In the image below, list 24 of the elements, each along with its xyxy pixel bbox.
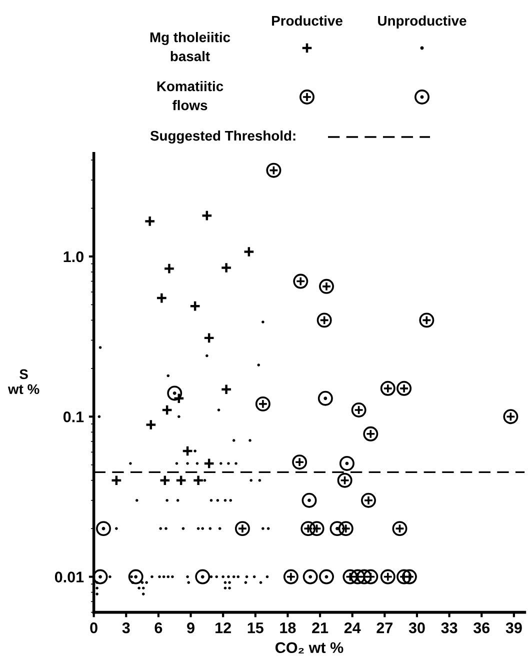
- text: Productive: [272, 16, 342, 26]
- text: Unproductive: [378, 16, 466, 28]
- x-tick-label: 3: [122, 622, 130, 634]
- x-tick-label: 12: [216, 622, 231, 634]
- x-axis-title: CO₂ wt %: [276, 642, 344, 654]
- y-tick-label: 1.0: [64, 251, 84, 262]
- text: Komatiitic flows: [157, 81, 224, 110]
- y-tick-label: 0.01: [54, 572, 84, 582]
- ref-line-label: Suggested Threshold:: [150, 130, 296, 144]
- x-tick-label: 30: [408, 622, 425, 634]
- x-tick-label: 21: [312, 622, 328, 634]
- x-tick-label: 6: [154, 622, 162, 634]
- x-tick-label: 27: [376, 622, 392, 634]
- x-tick-label: 15: [248, 622, 264, 634]
- text: Mg tholeiitic basalt: [150, 32, 230, 62]
- x-tick-label: 0: [90, 622, 98, 634]
- x-tick-label: 18: [280, 622, 296, 634]
- y-axis-title: S wt %: [8, 369, 40, 394]
- x-tick-label: 36: [473, 622, 490, 634]
- x-tick-label: 33: [441, 622, 458, 634]
- x-tick-label: 39: [506, 622, 522, 634]
- y-tick-label: 0.1: [63, 411, 84, 422]
- x-tick-label: 24: [344, 622, 361, 634]
- x-tick-label: 9: [187, 622, 194, 634]
